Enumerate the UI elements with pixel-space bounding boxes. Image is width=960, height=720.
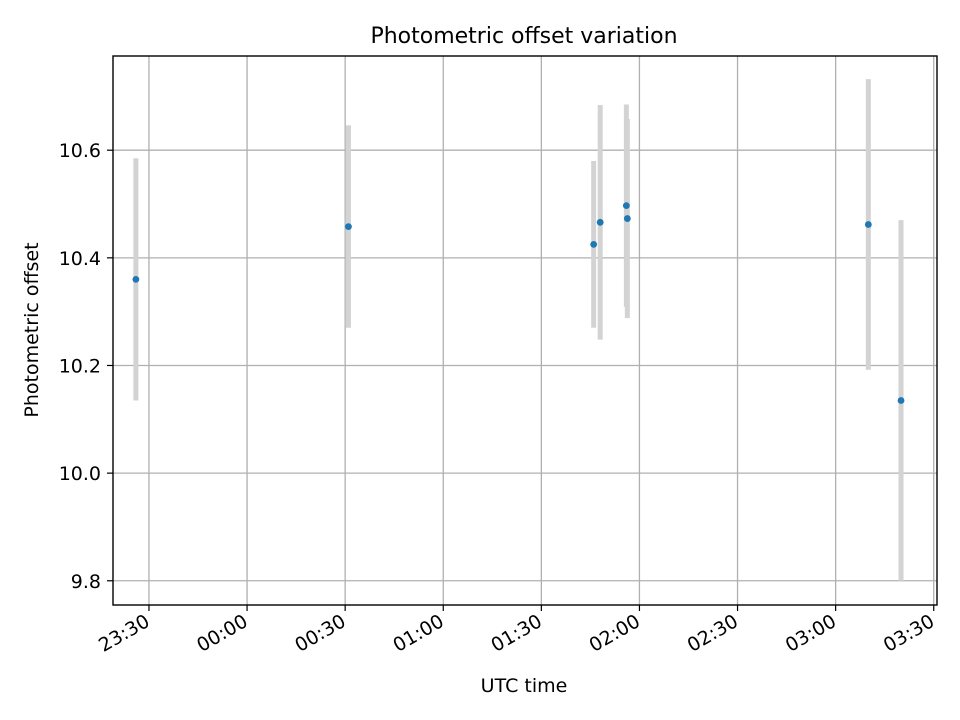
data-point <box>132 275 140 283</box>
data-point <box>590 240 598 248</box>
y-axis-label: Photometric offset <box>21 242 43 417</box>
y-tick-label: 10.6 <box>59 140 101 162</box>
plot-frame <box>112 55 938 606</box>
y-tick-label: 10.2 <box>59 355 101 377</box>
y-tick-label: 10.0 <box>59 463 101 485</box>
data-point <box>596 218 604 226</box>
data-point <box>622 202 630 210</box>
x-axis-label: UTC time <box>481 675 568 697</box>
grid <box>113 56 937 605</box>
data-points <box>132 202 905 404</box>
data-point <box>897 397 905 404</box>
chart-title: Photometric offset variation <box>370 24 677 49</box>
data-point <box>623 215 631 222</box>
data-point <box>345 223 352 231</box>
data-point <box>864 221 872 228</box>
y-tick-label: 9.8 <box>71 571 101 593</box>
y-tick-label: 10.4 <box>59 248 101 270</box>
